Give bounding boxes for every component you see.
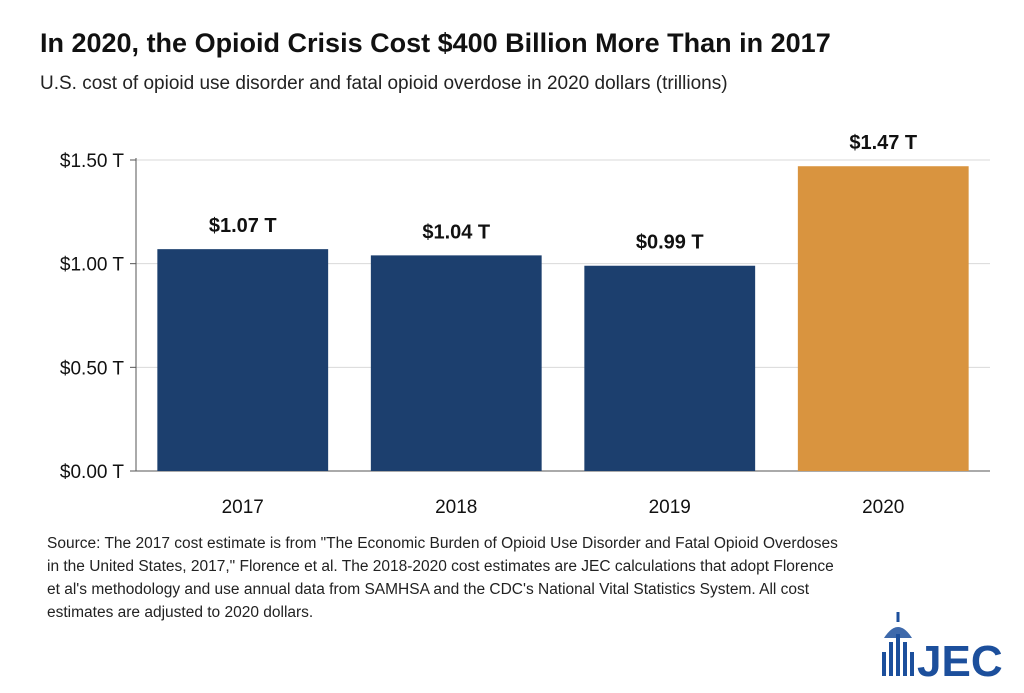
y-tick-label: $1.00 T — [60, 255, 124, 276]
x-tick-label-2019: 2019 — [649, 497, 691, 518]
y-tick-label: $0.50 T — [60, 358, 124, 379]
chart-title: In 2020, the Opioid Crisis Cost $400 Bil… — [40, 28, 831, 58]
y-tick-label: $0.00 T — [60, 462, 124, 483]
logo-text: JEC — [917, 637, 1003, 683]
bar-2018 — [370, 255, 542, 471]
data-label-2017: $1.07 T — [209, 215, 277, 237]
jec-logo: JEC — [882, 612, 1003, 683]
data-label-2018: $1.04 T — [422, 221, 490, 243]
data-label-2019: $0.99 T — [636, 232, 704, 254]
chart-subtitle: U.S. cost of opioid use disorder and fat… — [40, 73, 728, 94]
y-tick-label: $1.50 T — [60, 151, 124, 172]
data-label-2020: $1.47 T — [849, 132, 917, 154]
bar-2017 — [157, 249, 329, 471]
x-tick-label-2018: 2018 — [435, 497, 477, 518]
capitol-dome-bar-icon — [882, 612, 914, 676]
bar-chart: $0.00 T $0.50 T $1.00 T $1.50 T $1.07 T 2017 $… — [60, 132, 990, 518]
x-tick-label-2020: 2020 — [862, 497, 904, 518]
x-tick-label-2017: 2017 — [222, 497, 264, 518]
source-footnote: Source: The 2017 cost estimate is from "… — [47, 535, 838, 621]
bar-2020 — [797, 166, 969, 471]
bar-2019 — [584, 265, 756, 471]
